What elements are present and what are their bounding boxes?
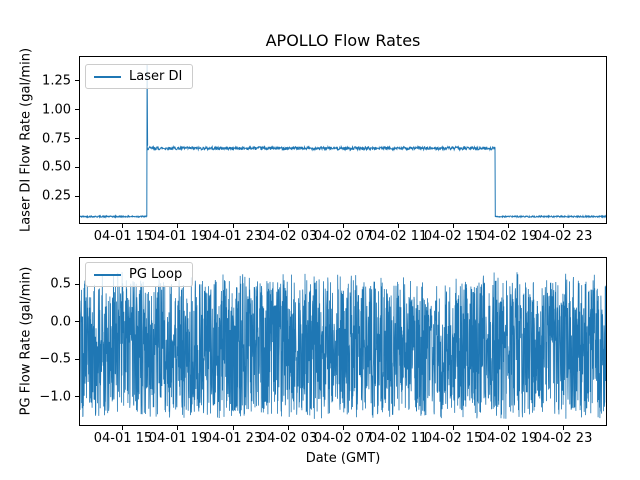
y-tick-label: 1.25 [42,73,71,89]
x-tick-label: 04-02 11 [368,431,428,446]
y-tick-mark [75,138,79,139]
y-tick-label: 0.75 [42,131,71,146]
x-tick-mark [177,224,179,228]
x-tick-label: 04-02 23 [533,431,593,446]
x-tick-label: 04-02 03 [258,431,318,446]
pg-loop-legend-line-icon [94,273,121,276]
x-tick-mark [232,224,234,228]
x-tick-label: 04-01 15 [93,431,153,446]
x-tick-label: 04-01 19 [148,431,208,446]
y-tick-label: 0.25 [42,188,71,204]
x-tick-label: 04-02 11 [368,229,428,244]
x-tick-mark [177,426,179,430]
x-tick-label: 04-01 23 [203,431,263,446]
x-tick-label: 04-02 19 [478,431,538,446]
y-tick-mark [75,283,79,285]
x-tick-label: 04-02 07 [313,229,373,244]
x-tick-label: 04-02 19 [478,229,538,244]
x-tick-label: 04-02 15 [423,229,483,244]
y-tick-label: 0.0 [50,314,71,329]
laser-di-legend: Laser DI [85,64,194,89]
pg-loop-legend-label: PG Loop [129,267,183,282]
x-tick-label: 04-01 19 [148,229,208,244]
x-tick-mark [287,426,289,430]
x-tick-mark [122,426,124,430]
x-tick-mark [342,224,344,228]
y-tick-label: 0.5 [50,276,71,292]
y-tick-label: 0.50 [42,159,71,175]
y-tick-mark [75,321,79,322]
x-tick-mark [452,426,454,430]
y-tick-label: 1.00 [42,102,71,118]
laser-di-line-series [80,64,606,219]
laser-di-legend-label: Laser DI [129,69,183,84]
chart-title: APOLLO Flow Rates [265,31,421,50]
y-tick-mark [75,109,79,111]
x-tick-label: 04-02 23 [533,229,593,244]
x-tick-mark [507,426,509,430]
x-tick-mark [507,224,509,228]
y-tick-mark [75,80,79,82]
y-tick-mark [75,396,79,397]
x-tick-mark [232,426,234,430]
y-tick-label: −0.5 [39,351,71,367]
y-tick-mark [75,195,79,197]
x-tick-mark [562,224,564,228]
x-tick-label: 04-02 15 [423,431,483,446]
laser-di-legend-line-icon [94,75,121,78]
pg-loop-line-series [80,272,606,419]
x-tick-mark [452,224,454,228]
y-tick-mark [75,166,79,168]
laser-di-plot-area [80,64,606,219]
pg-loop-plot-area [80,272,606,419]
y-tick-label: −1.0 [39,389,71,404]
x-tick-mark [342,426,344,430]
x-tick-mark [397,426,399,430]
x-tick-mark [287,224,289,228]
pg-loop-legend: PG Loop [85,262,194,287]
x-tick-label: 04-02 03 [258,229,318,244]
x-tick-mark [562,426,564,430]
x-tick-label: 04-01 23 [203,229,263,244]
x-tick-mark [122,224,124,228]
x-axis-label: Date (GMT) [305,451,381,466]
x-tick-label: 04-01 15 [93,229,153,244]
y-tick-mark [75,358,79,360]
x-tick-label: 04-02 07 [313,431,373,446]
x-tick-mark [397,224,399,228]
